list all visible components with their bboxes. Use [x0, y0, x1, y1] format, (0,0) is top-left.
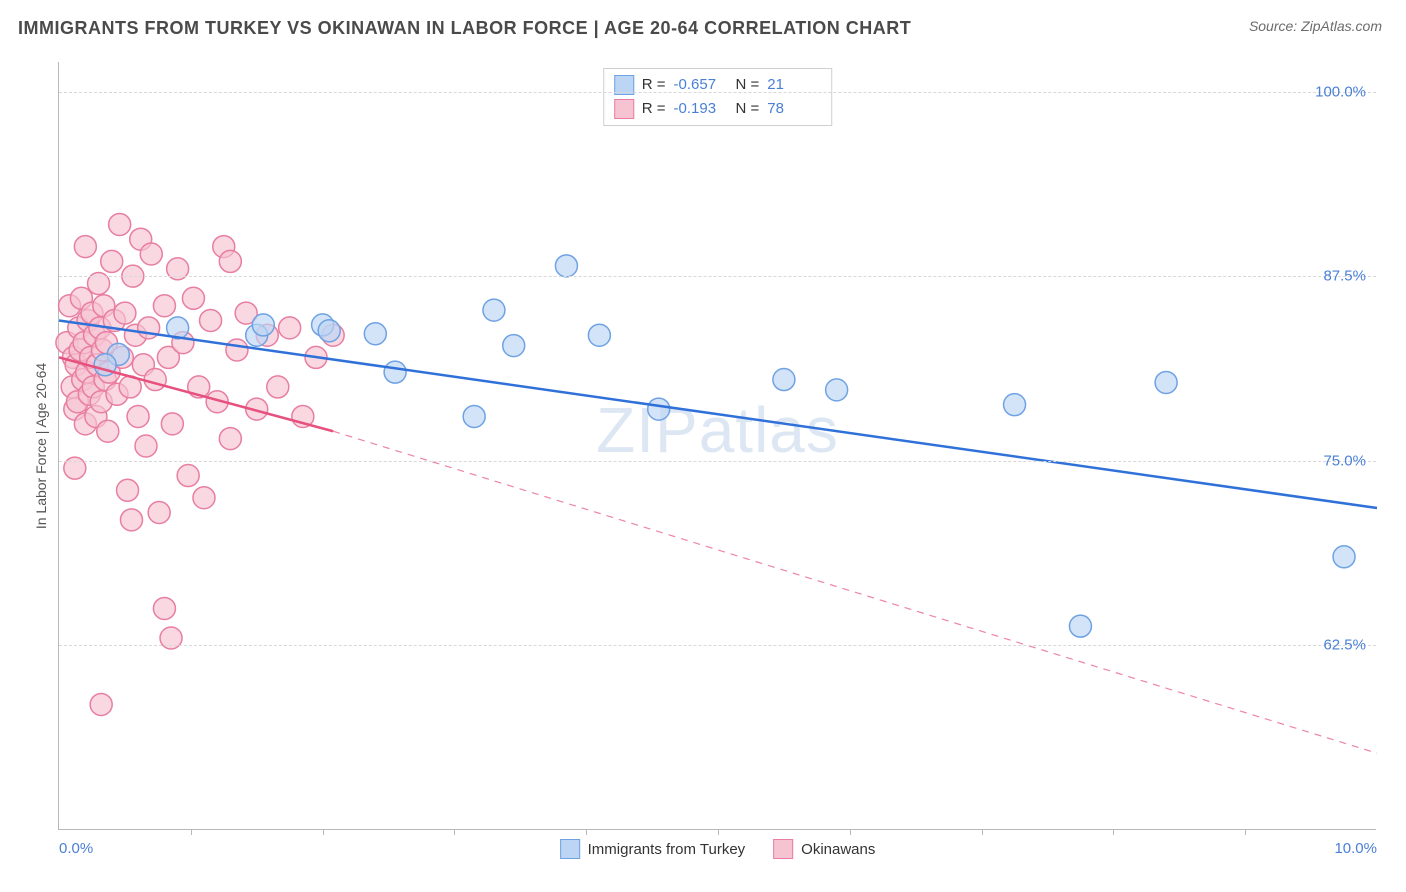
chart-container: In Labor Force | Age 20-64 ZIPatlas R = …: [18, 54, 1388, 862]
n-label: N =: [736, 97, 760, 121]
n-label: N =: [736, 73, 760, 97]
r-value-turkey: -0.657: [674, 73, 728, 97]
swatch-okinawans: [773, 839, 793, 859]
legend-label-okinawans: Okinawans: [801, 841, 875, 858]
legend-item-okinawans: Okinawans: [773, 839, 875, 859]
swatch-turkey: [560, 839, 580, 859]
plot-area: In Labor Force | Age 20-64 ZIPatlas R = …: [58, 62, 1376, 830]
swatch-okinawans: [614, 99, 634, 119]
chart-title: IMMIGRANTS FROM TURKEY VS OKINAWAN IN LA…: [18, 18, 911, 39]
y-tick-label: 87.5%: [1323, 268, 1366, 285]
y-tick-label: 75.0%: [1323, 452, 1366, 469]
y-tick-label: 62.5%: [1323, 637, 1366, 654]
r-label: R =: [642, 73, 666, 97]
y-tick-label: 100.0%: [1315, 83, 1366, 100]
x-tick-label: 0.0%: [59, 840, 93, 857]
x-tick-label: 10.0%: [1334, 840, 1377, 857]
correlation-legend: R = -0.657 N = 21 R = -0.193 N = 78: [603, 68, 833, 126]
legend-label-turkey: Immigrants from Turkey: [588, 841, 746, 858]
r-label: R =: [642, 97, 666, 121]
source-attribution: Source: ZipAtlas.com: [1249, 18, 1382, 34]
r-value-okinawans: -0.193: [674, 97, 728, 121]
y-axis-label: In Labor Force | Age 20-64: [33, 362, 49, 528]
series-legend: Immigrants from Turkey Okinawans: [552, 839, 884, 859]
n-value-okinawans: 78: [767, 97, 821, 121]
scatter-svg: [59, 62, 1376, 829]
legend-row-okinawans: R = -0.193 N = 78: [614, 97, 822, 121]
n-value-turkey: 21: [767, 73, 821, 97]
legend-row-turkey: R = -0.657 N = 21: [614, 73, 822, 97]
legend-item-turkey: Immigrants from Turkey: [560, 839, 746, 859]
